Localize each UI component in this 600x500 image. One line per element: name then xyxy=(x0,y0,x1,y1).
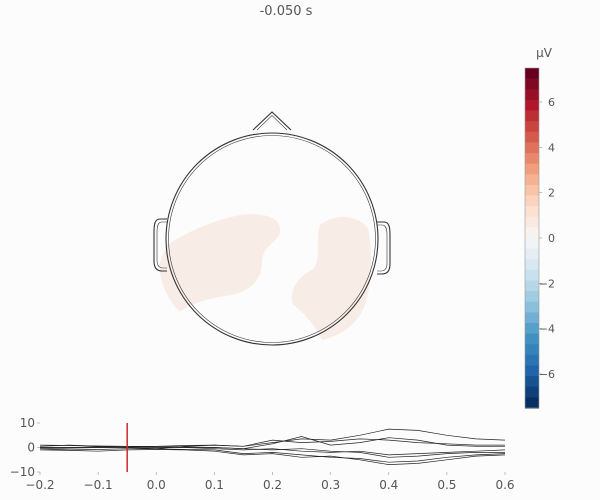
colorbar-band xyxy=(525,238,539,250)
colorbar-ticks: 6 4 2 0 −2 −4 −6 xyxy=(539,96,555,381)
colorbar-band xyxy=(525,216,539,228)
colorbar-band xyxy=(525,68,539,80)
nose xyxy=(252,111,292,131)
colorbar-band xyxy=(525,195,539,207)
colorbar-band xyxy=(525,206,539,218)
x-tick-label: 0.6 xyxy=(495,478,514,492)
x-tick-label: 0.5 xyxy=(437,478,456,492)
colorbar-tick-label: 4 xyxy=(548,141,555,154)
topomap-blob-left xyxy=(159,214,281,312)
colorbar-band xyxy=(525,121,539,133)
colorbar-band xyxy=(525,131,539,143)
x-tick-label: 0.4 xyxy=(379,478,398,492)
colorbar-band xyxy=(525,89,539,101)
colorbar: µV 6 4 2 0 −2 −4 −6 xyxy=(524,46,555,409)
colorbar-band xyxy=(525,344,539,356)
colorbar-tick-label: 0 xyxy=(548,232,555,245)
x-tick-label: 0.1 xyxy=(205,478,224,492)
colorbar-tick-label: −4 xyxy=(539,323,555,336)
colorbar-band xyxy=(525,184,539,197)
y-tick-label: −10 xyxy=(10,465,35,479)
colorbar-band xyxy=(525,163,539,175)
colorbar-band xyxy=(525,333,539,345)
colorbar-band xyxy=(525,323,539,335)
y-tick-label: 10 xyxy=(20,416,35,430)
butterfly-trace xyxy=(39,449,506,465)
right-ear xyxy=(377,221,391,275)
butterfly-trace xyxy=(39,448,506,463)
colorbar-tick-label: 6 xyxy=(548,96,555,109)
colorbar-band xyxy=(525,376,539,388)
colorbar-band xyxy=(525,174,539,186)
nose-inner xyxy=(256,115,288,131)
colorbar-band xyxy=(525,269,539,282)
colorbar-band xyxy=(525,227,539,239)
x-tick-label: 0.3 xyxy=(321,478,340,492)
colorbar-gradient xyxy=(525,68,539,409)
colorbar-band xyxy=(525,153,539,165)
colorbar-unit-label: µV xyxy=(536,46,553,60)
butterfly-x-axis: −0.2 −0.1 0.0 0.1 0.2 0.3 0.4 0.5 0.6 xyxy=(25,472,515,492)
colorbar-band xyxy=(525,259,539,271)
x-tick-label: 0.0 xyxy=(147,478,166,492)
topomap-title: -0.050 s xyxy=(260,4,313,19)
colorbar-band xyxy=(525,291,539,303)
butterfly-trace xyxy=(40,445,506,456)
butterfly-traces xyxy=(39,428,506,465)
x-tick-label: −0.1 xyxy=(84,478,113,492)
butterfly-plot: −0.2 −0.1 0.0 0.1 0.2 0.3 0.4 0.5 0.6 10 0 −10 xyxy=(10,416,515,492)
left-ear-inner xyxy=(156,221,167,269)
x-tick-label: 0.2 xyxy=(263,478,282,492)
head-outline xyxy=(165,132,379,346)
butterfly-y-axis: 10 0 −10 xyxy=(10,416,40,479)
x-tick-label: −0.2 xyxy=(25,478,54,492)
colorbar-band xyxy=(525,280,539,292)
colorbar-band xyxy=(525,142,539,154)
right-ear-inner xyxy=(377,224,388,272)
colorbar-band xyxy=(525,354,539,367)
colorbar-tick-label: −6 xyxy=(539,368,555,381)
colorbar-band xyxy=(525,248,539,260)
colorbar-band xyxy=(525,397,539,409)
topomap xyxy=(153,111,391,346)
colorbar-band xyxy=(525,312,539,324)
colorbar-band xyxy=(525,99,539,112)
left-ear xyxy=(153,218,167,272)
colorbar-band xyxy=(525,78,539,90)
butterfly-trace xyxy=(40,447,505,458)
colorbar-band xyxy=(525,386,539,398)
colorbar-tick-label: −2 xyxy=(539,277,555,290)
colorbar-band xyxy=(525,301,539,313)
y-tick-label: 0 xyxy=(27,441,35,455)
head-outline-inner xyxy=(168,135,376,343)
colorbar-band xyxy=(525,365,539,377)
topomap-blob-right xyxy=(291,217,372,340)
colorbar-band xyxy=(525,110,539,122)
colorbar-tick-label: 2 xyxy=(548,187,555,200)
